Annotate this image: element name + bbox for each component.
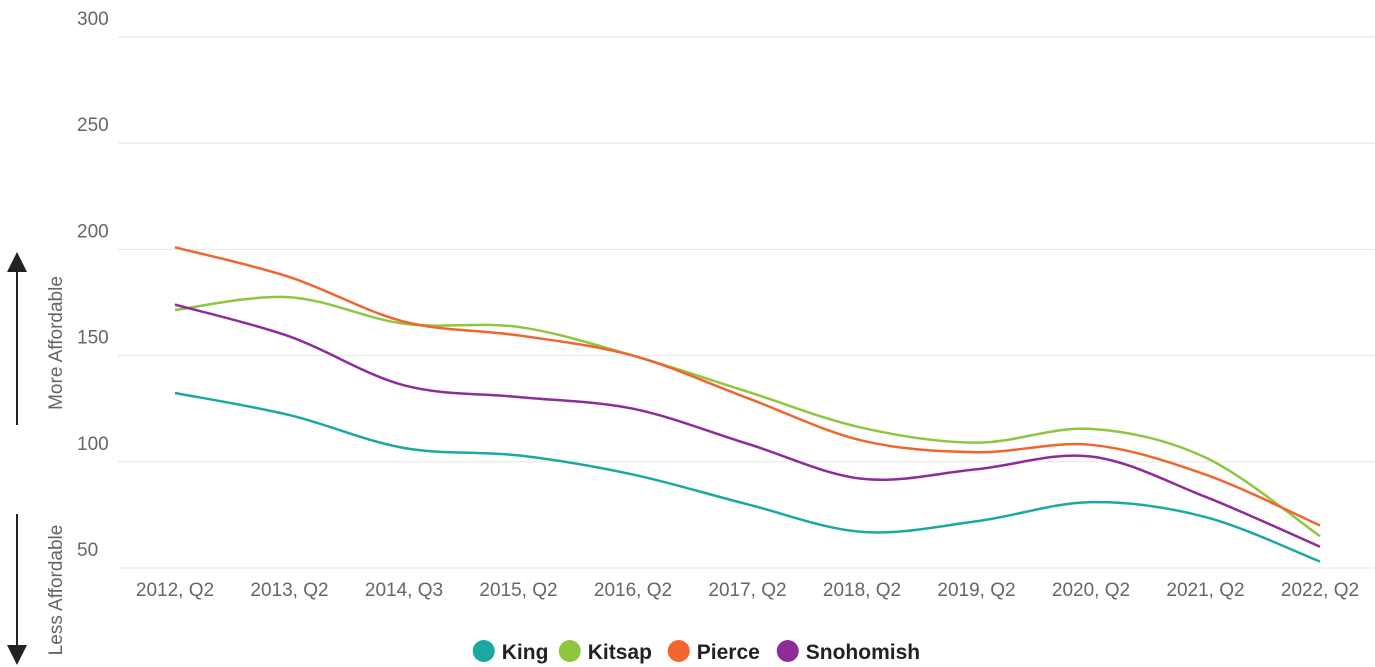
y-tick-label: 50 — [77, 540, 98, 561]
x-tick-label: 2018, Q2 — [823, 580, 901, 601]
legend-label: Snohomish — [806, 641, 920, 664]
y-tick-label: 250 — [77, 115, 109, 136]
legend-label: King — [502, 641, 549, 664]
y-tick-label: 300 — [77, 9, 109, 30]
y-tick-label: 150 — [77, 328, 109, 349]
x-tick-label: 2014, Q3 — [365, 580, 443, 601]
annotation: More Affordable — [46, 276, 67, 410]
series-line — [174, 295, 1321, 538]
series-line — [174, 391, 1321, 563]
legend-swatch — [558, 640, 581, 662]
legend-swatch — [472, 640, 495, 662]
x-tick-label: 2017, Q2 — [708, 580, 786, 601]
y-tick-label: 200 — [77, 221, 109, 242]
series-line — [174, 246, 1321, 527]
x-tick-label: 2021, Q2 — [1166, 580, 1244, 601]
x-tick-label: 2013, Q2 — [250, 580, 328, 601]
legend-swatch — [776, 640, 799, 662]
legend-label: Pierce — [697, 641, 760, 664]
x-tick-label: 2015, Q2 — [479, 580, 557, 601]
y-tick-label: 100 — [77, 434, 109, 455]
x-tick-label: 2020, Q2 — [1052, 580, 1130, 601]
x-tick-label: 2019, Q2 — [937, 580, 1015, 601]
legend-swatch — [667, 640, 690, 662]
x-tick-label: 2016, Q2 — [594, 580, 672, 601]
series-line — [174, 303, 1321, 548]
x-tick-label: 2022, Q2 — [1281, 580, 1359, 601]
legend-label: Kitsap — [588, 641, 652, 664]
annotation: Less Affordable — [46, 525, 67, 656]
x-tick-label: 2012, Q2 — [136, 580, 214, 601]
